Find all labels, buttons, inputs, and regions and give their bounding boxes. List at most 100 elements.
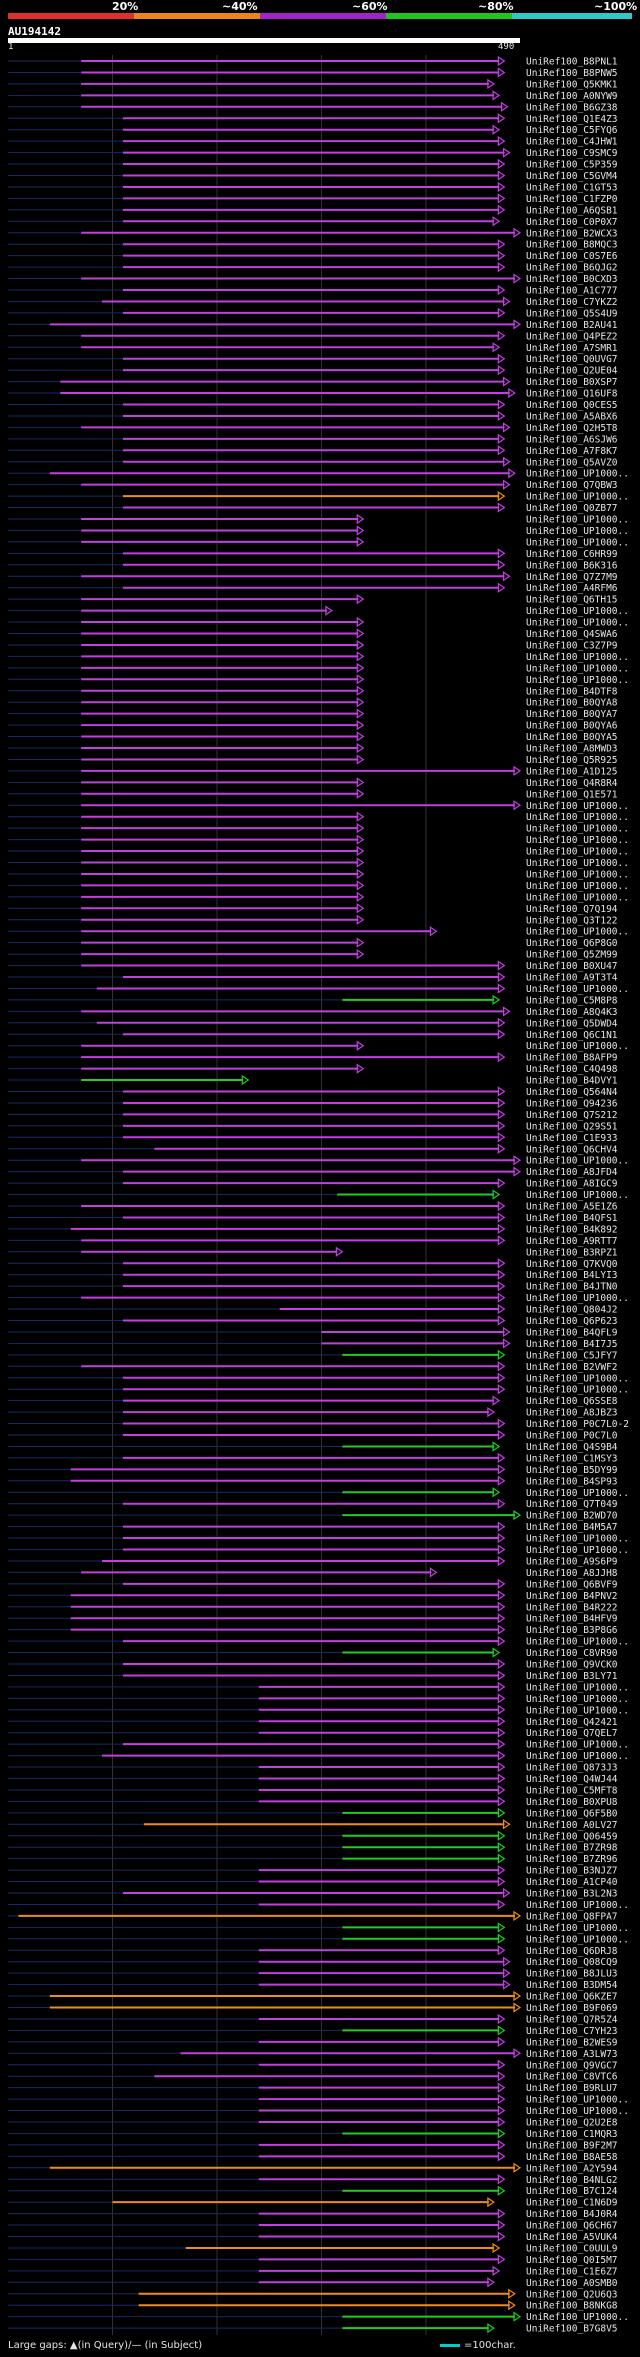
hit-arrow [497, 1773, 506, 1784]
hit-label: UniRef100_B4SP93 [526, 1476, 618, 1487]
hit-label: UniRef100_A3LW73 [526, 2049, 618, 2060]
hit-label: UniRef100_UP1000.. [526, 1488, 629, 1499]
hit-arrow [497, 250, 506, 261]
hit-label: UniRef100_B4QFS1 [526, 1213, 618, 1224]
hit-arrow [513, 1155, 522, 1166]
hit-label: UniRef100_B3DM54 [526, 1980, 618, 1991]
hit-arrow [513, 1910, 522, 1922]
hit-label: UniRef100_B9F2M7 [526, 2140, 618, 2151]
hit-label: UniRef100_B0XSP7 [526, 377, 618, 388]
hit-label: UniRef100_A9RTT7 [526, 1236, 618, 1247]
hit-label: UniRef100_UP1000.. [526, 1694, 629, 1705]
hit-label: UniRef100_B4DTF8 [526, 686, 618, 697]
hit-arrow [497, 1361, 506, 1372]
hit-arrow [497, 1624, 506, 1635]
hit-label: UniRef100_UP1000.. [526, 1637, 629, 1648]
hit-label: UniRef100_C1N6D9 [526, 2198, 618, 2209]
hit-label: UniRef100_UP1000.. [526, 469, 629, 480]
hit-arrow [356, 777, 365, 788]
hit-arrow [513, 273, 522, 284]
hit-arrow [356, 891, 365, 902]
hit-arrow [497, 1830, 506, 1841]
hit-label: UniRef100_B4R222 [526, 1602, 618, 1613]
hit-arrow [497, 1739, 506, 1750]
hit-arrow [497, 2219, 506, 2231]
hit-label: UniRef100_C0UUL9 [526, 2243, 618, 2254]
hit-label: UniRef100_A8Q4K3 [526, 1007, 618, 1018]
hit-arrow [497, 1258, 506, 1269]
hit-arrow [497, 1532, 506, 1544]
hit-arrow [513, 1166, 522, 1177]
hit-label: UniRef100_UP1000.. [526, 1705, 629, 1716]
legend-band-purple [260, 13, 386, 19]
hit-arrow [497, 204, 506, 215]
hit-arrow [502, 296, 511, 307]
legend-band-red [8, 13, 134, 19]
hit-arrow [502, 147, 511, 158]
hit-label: UniRef100_B3L2N3 [526, 1889, 618, 1900]
hit-label: UniRef100_Q16UF8 [526, 389, 618, 400]
hit-label: UniRef100_Q7QEL7 [526, 1728, 618, 1739]
hit-label: UniRef100_Q6CH67 [526, 2221, 618, 2232]
hit-label: UniRef100_Q4WJ44 [526, 1774, 618, 1785]
hit-arrow [497, 1212, 506, 1223]
hit-arrow [492, 1487, 501, 1498]
hit-arrow [497, 2185, 506, 2196]
hit-arrow [356, 1063, 365, 1074]
hit-arrow [497, 582, 506, 593]
hit-label: UniRef100_C8VTC6 [526, 2072, 618, 2083]
hit-arrow [356, 662, 365, 673]
hit-label: UniRef100_B6GZ38 [526, 102, 618, 113]
hit-label: UniRef100_B5DY99 [526, 1465, 618, 1476]
hit-label: UniRef100_Q1E571 [526, 789, 618, 800]
hit-label: UniRef100_A1CP40 [526, 1877, 618, 1888]
hit-arrow [497, 971, 506, 983]
hit-label: UniRef100_Q29S51 [526, 1121, 618, 1132]
hit-arrow [497, 2139, 506, 2151]
hit-label: UniRef100_Q7R5Z4 [526, 2014, 618, 2025]
hit-label: UniRef100_C5MFT8 [526, 1785, 618, 1796]
hit-arrow [497, 1177, 506, 1189]
hit-arrow [508, 2288, 516, 2299]
hit-label: UniRef100_C1MSY3 [526, 1453, 618, 1464]
hit-arrow [497, 2093, 506, 2105]
hit-label: UniRef100_UP1000.. [526, 847, 629, 858]
hit-arrow [497, 1716, 506, 1727]
hit-arrow [492, 90, 501, 101]
hit-arrow [497, 2116, 506, 2128]
hit-label: UniRef100_A1D125 [526, 766, 618, 777]
hit-label: UniRef100_C9SMC9 [526, 148, 618, 159]
hit-label: UniRef100_A6SJW6 [526, 434, 618, 445]
hit-arrow [492, 994, 501, 1006]
hit-arrow [497, 960, 506, 971]
hit-arrow [356, 857, 365, 868]
hit-arrow [497, 1670, 506, 1681]
hit-label: UniRef100_C5M8P8 [526, 995, 618, 1006]
hit-arrow [497, 1303, 506, 1315]
hit-label: UniRef100_B7G8V5 [526, 2324, 618, 2335]
hit-label: UniRef100_B3RPZ1 [526, 1247, 618, 1258]
hit-label: UniRef100_Q2U6Q3 [526, 2289, 618, 2300]
hit-arrow [497, 1143, 506, 1154]
hit-arrow [429, 1567, 438, 1578]
hit-label: UniRef100_C1E6Z7 [526, 2266, 618, 2277]
query-title: AU194142 [8, 25, 61, 38]
hit-label: UniRef100_C4Q498 [526, 1064, 618, 1075]
hit-label: UniRef100_UP1000.. [526, 1041, 629, 1052]
hit-label: UniRef100_C8VR90 [526, 1648, 618, 1659]
hit-arrow [500, 101, 509, 112]
hit-arrow [497, 1601, 506, 1612]
hit-arrow [356, 937, 365, 948]
hit-label: UniRef100_Q08CQ9 [526, 1957, 618, 1968]
hit-arrow [356, 616, 365, 628]
hit-label: UniRef100_Q3T122 [526, 915, 618, 926]
hit-label: UniRef100_Q9VCK0 [526, 1660, 618, 1671]
legend-label-40: ~40% [222, 0, 258, 13]
hit-arrow [497, 284, 506, 296]
hit-arrow [497, 1384, 506, 1395]
hit-label: UniRef100_B6K316 [526, 560, 618, 571]
large-gaps-legend: Large gaps: ▲(in Query)/— (in Subject) [8, 2340, 203, 2351]
hit-arrow [497, 1029, 506, 1040]
hit-label: UniRef100_B0QYA8 [526, 698, 618, 709]
hit-label: UniRef100_UP1000.. [526, 1900, 629, 1911]
